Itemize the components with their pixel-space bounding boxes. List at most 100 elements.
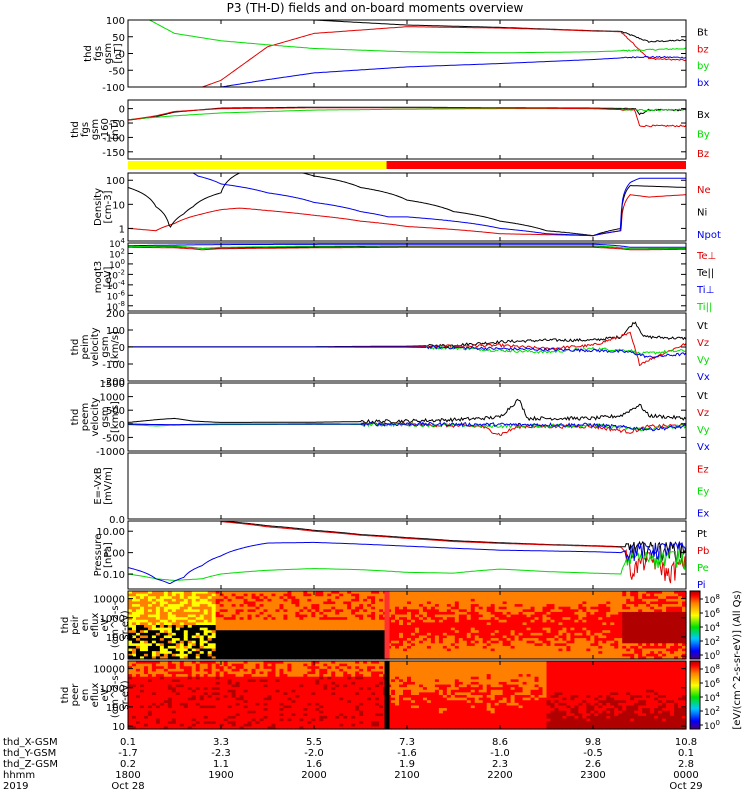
x-tick-label-hhmm: 2100 <box>394 770 419 781</box>
legend-te: Te⊥ <box>696 251 716 262</box>
panel-frame <box>127 19 687 88</box>
y-tick-label: 1.00 <box>103 549 125 560</box>
y-tick-label: 0 <box>119 343 125 354</box>
series-line-pb <box>220 521 686 584</box>
y-axis-label: Density <box>93 188 104 226</box>
series-line-te <box>128 246 686 251</box>
x-row-label: hhmm <box>3 770 35 781</box>
y-axis-label: thd <box>83 45 94 62</box>
y-axis-label: en <box>80 619 91 632</box>
y-tick-label: 100 <box>106 703 125 714</box>
series-line-pe <box>128 549 686 582</box>
y-axis-label: gsm <box>100 406 111 427</box>
legend-by: By <box>697 129 710 140</box>
x-tick-label-hhmm: 1900 <box>208 770 233 781</box>
y-tick-label: 0 <box>119 420 125 431</box>
y-tick-label: 10000 <box>93 665 125 676</box>
y-axis-label: moqt3 <box>93 261 104 294</box>
y-axis-label: E=-VxB <box>93 467 104 504</box>
x-row-label: thd_X-GSM <box>3 737 58 748</box>
y-tick-label: 10 <box>112 722 125 733</box>
colorbar-2 <box>689 660 703 730</box>
x-tick-label-xgsm: 5.5 <box>306 737 322 748</box>
y-tick-label: 1500 <box>100 379 125 390</box>
y-axis-label: peem <box>80 403 91 431</box>
x-tick-label-ygsm: 0.1 <box>678 748 694 759</box>
legend-ey: Ey <box>697 486 709 497</box>
y-tick-label: 500 <box>106 406 125 417</box>
panel-1: Bt bz by bx 100 50 0 -50 -100 thd fgs gsm [nT] <box>83 16 709 94</box>
colorbar-label: [eV/(cm^2-s-sr-eV)] (All Qs) <box>732 590 743 729</box>
y-axis-label: [mV/m] <box>103 467 114 505</box>
panel-7: Ez Ey Ex 0.0 E=-VxB [mV/m] <box>93 452 709 526</box>
x-tick-label-date: Oct 28 <box>111 781 144 792</box>
panel-3: Ne Ni Npot 100 10 1 Density [cm-3] <box>93 172 721 242</box>
x-tick-label-hhmm: 2300 <box>580 770 605 781</box>
y-axis-label: [cm-3] <box>103 190 114 223</box>
panel-6: Vt Vz Vy Vx 1500 1000 500 0 -500 -1000 thd peem velo… <box>70 379 710 458</box>
y-tick-label: 1000 <box>100 393 125 404</box>
panel-frame <box>127 242 687 312</box>
x-tick-label-hhmm: 0000 <box>673 770 698 781</box>
legend-pi: Pi <box>697 580 706 591</box>
legend-vx: Vx <box>697 442 710 453</box>
x-tick-label-zgsm: 2.6 <box>585 759 601 770</box>
y-axis-label: sr-eV) <box>120 610 131 639</box>
legend-bz: bz <box>697 44 709 55</box>
x-tick-label-ygsm: -2.3 <box>211 748 231 759</box>
y-axis-label: peir <box>70 614 81 634</box>
y-axis-label: peer <box>70 683 81 707</box>
x-tick-label-xgsm: 0.1 <box>120 737 136 748</box>
y-tick-label: 102 <box>109 247 125 260</box>
y-tick-label: 100 <box>106 16 125 27</box>
colorbar-tick-label: 102 <box>704 635 720 648</box>
x-tick-label-xgsm: 10.8 <box>675 737 697 748</box>
y-tick-label: 100 <box>106 176 125 187</box>
colorbar-1 <box>689 590 703 660</box>
panel-frame <box>127 382 687 452</box>
y-axis-label: (cm^2-s- <box>110 671 121 718</box>
series-line-by <box>128 108 686 121</box>
legend-vy: Vy <box>697 355 710 366</box>
y-tick-label: 200 <box>106 309 125 320</box>
y-tick-label: 100 <box>106 326 125 337</box>
mode-bar-segment <box>128 161 387 169</box>
legend-ti: Ti⊥ <box>696 285 714 296</box>
panel-10: 10000 1000 100 10 thd peer en eflux eV (cm^2-s-sr… <box>60 660 687 733</box>
y-tick-label: -100 <box>102 133 125 144</box>
y-axis-label: eflux <box>90 613 101 638</box>
legend-npot: Npot <box>697 230 721 241</box>
y-axis-label: eV <box>100 688 111 701</box>
x-tick-label-ygsm: -0.5 <box>583 748 603 759</box>
x-axis-labels: thd_X-GSMthd_Y-GSMthd_Z-GSMhhmm20190.1-1… <box>3 737 703 792</box>
y-tick-label: 0 <box>119 105 125 116</box>
x-tick-label-zgsm: 1.1 <box>213 759 229 770</box>
y-axis-label: velocity <box>90 397 101 436</box>
y-tick-label: 10-4 <box>107 279 126 292</box>
y-tick-label: 100 <box>109 258 125 271</box>
y-tick-label: 0.10 <box>103 570 125 581</box>
y-tick-label: 104 <box>109 237 125 250</box>
x-tick-label-ygsm: -1.6 <box>397 748 417 759</box>
y-tick-label: 10.00 <box>96 527 125 538</box>
y-tick-label: 10-2 <box>107 268 125 281</box>
legend-pb: Pb <box>697 546 709 557</box>
y-axis-label: en <box>80 689 91 702</box>
y-tick-label: 10-8 <box>107 300 125 313</box>
legend-ni: Ni <box>697 208 707 219</box>
y-tick-label: 10 <box>112 652 125 663</box>
y-tick-label: -150 <box>102 148 125 159</box>
panel-4: Te⊥ Te|| Ti⊥ Ti|| moqt3 [eV] <box>93 242 716 313</box>
y-axis-label: velocity <box>90 327 101 366</box>
legend-bt: Bt <box>697 28 708 39</box>
y-tick-label: 0 <box>119 50 125 61</box>
y-tick-label: 1 <box>119 224 125 235</box>
y-tick-label: 100 <box>106 633 125 644</box>
y-axis-label: [nPa] <box>103 542 114 568</box>
legend-ez: Ez <box>697 464 709 475</box>
y-axis-label: fgs <box>80 122 91 137</box>
colorbar-tick-label: 102 <box>704 705 720 718</box>
x-tick-label-hhmm: 2200 <box>487 770 512 781</box>
colorbar-tick-label: 106 <box>704 677 720 690</box>
